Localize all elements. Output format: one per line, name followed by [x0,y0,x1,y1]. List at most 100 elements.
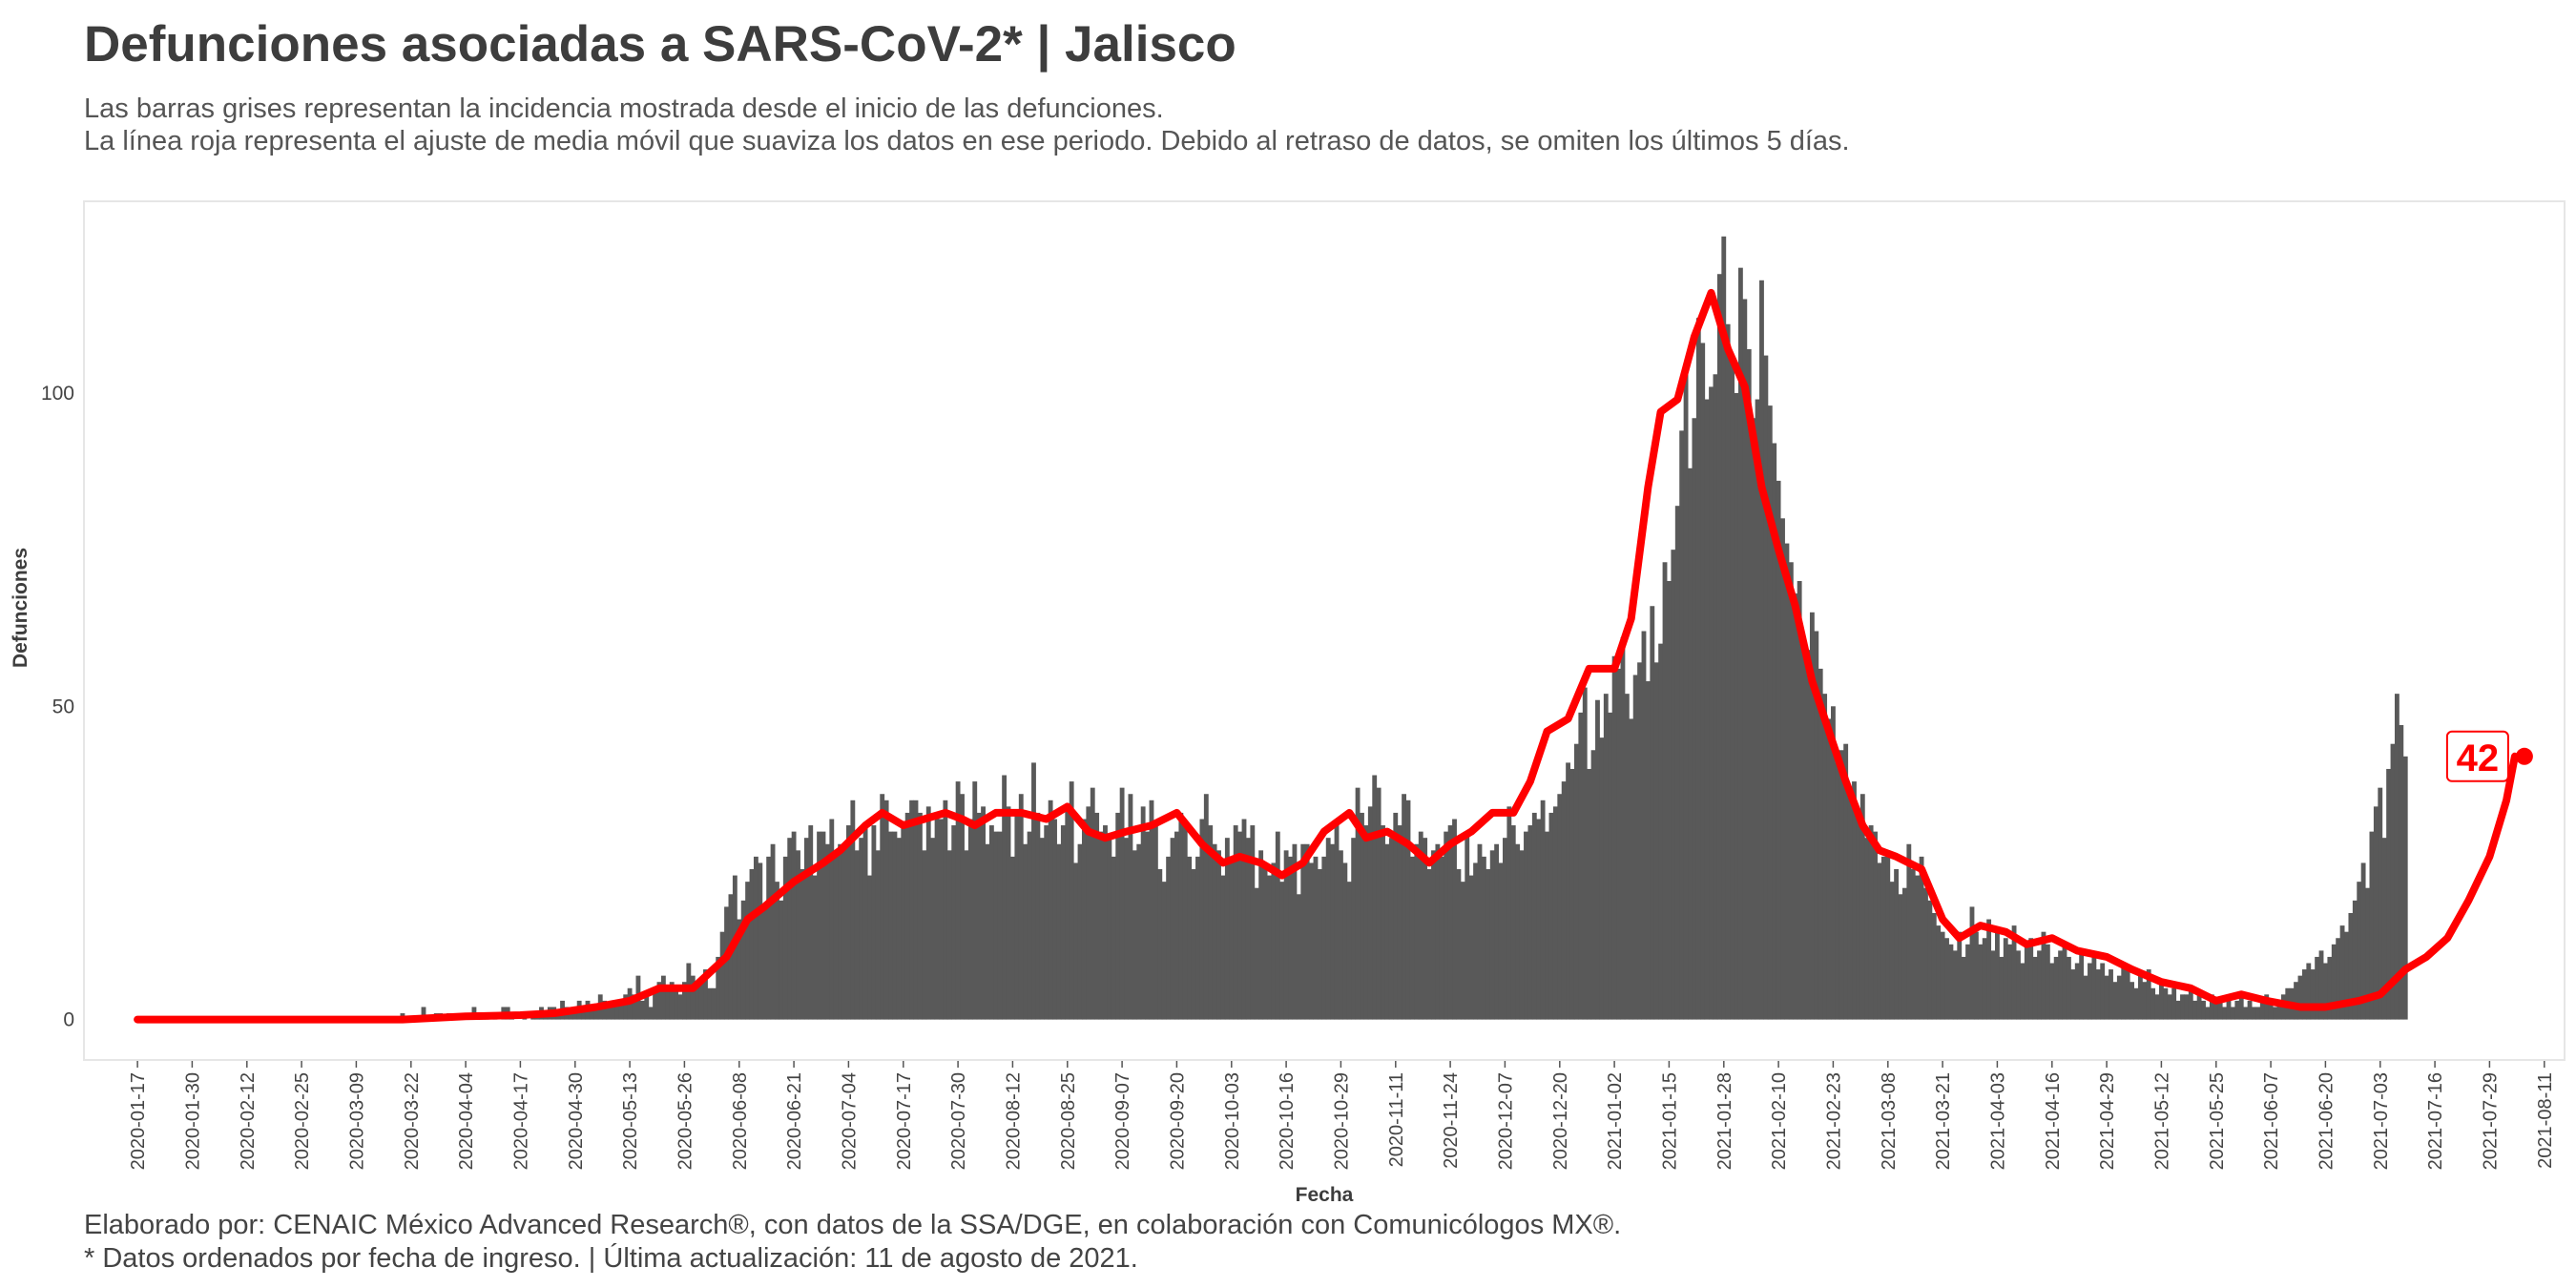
x-tick-label: 2020-02-12 [238,1072,259,1170]
bar [1245,838,1251,1020]
bar [1763,355,1769,1020]
bar [2133,987,2139,1020]
bar [1170,838,1175,1020]
bar [2062,944,2067,1020]
bar [2095,969,2101,1020]
bar [1203,794,1209,1020]
bar [2399,724,2404,1020]
bar [1931,912,1937,1020]
bar [593,1007,599,1020]
bar [1498,862,1504,1020]
bar [1325,838,1331,1020]
bar [703,969,708,1020]
bar [1468,875,1474,1020]
bar [917,812,923,1020]
x-tick-label: 2020-10-29 [1331,1072,1352,1170]
bar [2192,1000,2198,1020]
bar [1481,856,1486,1020]
bar [1405,800,1411,1020]
bar [1566,762,1571,1020]
bar [1868,825,1874,1020]
bar [1641,631,1647,1020]
bar [1629,718,1634,1020]
bar [812,875,818,1020]
bar [1852,781,1857,1020]
bar [2180,994,2185,1020]
bar [1856,812,1861,1020]
x-tick-label: 2021-02-10 [1769,1072,1790,1170]
bar [1730,355,1735,1020]
bar [2125,969,2130,1020]
bar [2310,969,2316,1020]
bar [1090,787,1095,1020]
x-tick-label: 2020-01-30 [182,1072,203,1170]
bar [2369,831,2375,1020]
x-tick-label: 2021-01-02 [1605,1072,1626,1170]
bar [1313,856,1319,1020]
bar [698,982,704,1020]
x-tick-label: 2021-05-25 [2207,1072,2228,1170]
last-value-label: 42 [2445,730,2533,782]
bar [779,900,784,1020]
bar [1826,718,1832,1020]
bar [2238,994,2244,1020]
bar [2163,987,2169,1020]
bar [1506,806,1512,1020]
bar [824,843,830,1020]
bar [1140,806,1146,1020]
bar [1174,831,1179,1020]
bar [1674,506,1680,1020]
bar [896,838,902,1020]
bar [2331,944,2337,1020]
bar [766,856,772,1020]
bar [2011,925,2017,1020]
bar [1569,768,1575,1020]
bar [1439,856,1444,1020]
bar [1540,800,1546,1020]
bar [1608,712,1613,1020]
bar [1801,643,1806,1020]
bar [2259,1000,2265,1020]
bar [955,781,961,1020]
chart-subtitle-line-1: Las barras grises representan la inciden… [84,93,1164,124]
bar [1191,869,1196,1020]
y-tick-label: 50 [52,696,74,717]
bar [1477,843,1483,1020]
bar [1208,825,1214,1020]
bar [2088,963,2092,1020]
bar [1734,392,1739,1020]
bar [1573,743,1579,1020]
bar [761,906,767,1020]
bar [1426,869,1432,1020]
bar [1923,887,1928,1020]
bar [695,982,700,1020]
bar [1725,323,1731,1020]
bar [1919,856,1924,1020]
bar [2234,1000,2240,1020]
bar [2357,882,2362,1020]
bar [1901,887,1907,1020]
bar [1737,267,1743,1020]
bar [2209,994,2214,1020]
bar [656,982,662,1020]
bar [1650,606,1655,1020]
bar [2222,1007,2228,1020]
bar [2104,975,2109,1020]
bar [2252,1007,2256,1020]
bar [1060,825,1066,1020]
bar [1805,650,1811,1020]
bar [1927,900,1933,1020]
bar [904,812,910,1020]
bar [1195,856,1200,1020]
bar [2167,994,2172,1020]
bar [1342,862,1348,1020]
bar [1241,819,1247,1020]
bar [1721,236,1727,1020]
bar [1793,593,1798,1020]
bar [2381,838,2387,1020]
bar [724,906,729,1020]
bar [1166,856,1172,1020]
bar [1552,806,1558,1020]
bar [796,850,800,1020]
